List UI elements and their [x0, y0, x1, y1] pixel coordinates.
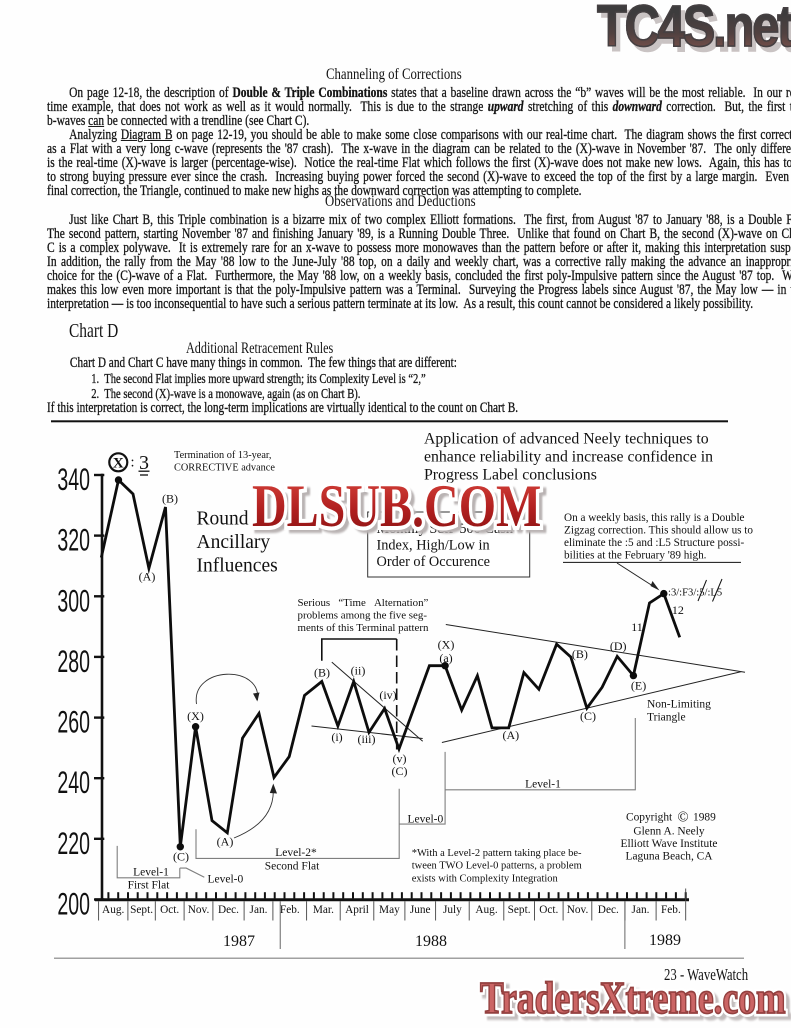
svg-text:Jan.: Jan. [250, 904, 268, 916]
svg-text:problems among the five seg-: problems among the five seg- [298, 610, 428, 622]
svg-text:1987: 1987 [223, 933, 255, 950]
svg-text:Aug.: Aug. [102, 904, 124, 916]
svg-text:(i): (i) [331, 730, 342, 744]
svg-text:bilities at the February '89 h: bilities at the February '89 high. [564, 550, 707, 562]
svg-text:July: July [443, 904, 462, 916]
svg-text:Mar.: Mar. [313, 904, 334, 916]
svg-text:Jan.: Jan. [632, 904, 650, 916]
svg-text:X: X [113, 455, 124, 471]
svg-text:June: June [410, 904, 431, 916]
svg-text:Copyright: Copyright [626, 812, 673, 824]
svg-text:1989: 1989 [649, 932, 681, 949]
svg-text:enhance reliability and increa: enhance reliability and increase confide… [424, 449, 713, 466]
svg-text:Ancillary: Ancillary [197, 532, 271, 553]
svg-text:(A): (A) [217, 835, 234, 849]
svg-text:(C): (C) [580, 709, 596, 723]
svg-text:11: 11 [631, 620, 643, 634]
svg-text:Dec.: Dec. [598, 904, 619, 916]
svg-text:*With a Level-2 pattern taking: *With a Level-2 pattern taking place be- [412, 848, 582, 859]
svg-text:CORRECTIVE advance: CORRECTIVE advance [174, 463, 275, 474]
svg-text:(B): (B) [162, 492, 178, 506]
svg-text:(X): (X) [438, 637, 455, 651]
svg-text:Round: Round [197, 509, 249, 530]
svg-text:240: 240 [57, 764, 90, 800]
svg-text:Level-0: Level-0 [408, 814, 444, 826]
svg-text:Level-0: Level-0 [208, 874, 244, 886]
svg-text:Termination of 13-year,: Termination of 13-year, [174, 450, 272, 461]
svg-text:Level-1: Level-1 [133, 867, 169, 879]
svg-text:(D): (D) [610, 639, 627, 653]
svg-text:Influences: Influences [197, 556, 278, 577]
svg-text:Oct.: Oct. [160, 904, 179, 916]
svg-text:220: 220 [57, 825, 90, 861]
svg-text:Aug.: Aug. [475, 904, 497, 916]
svg-text:Level-1: Level-1 [525, 779, 561, 791]
svg-text:Laguna Beach, CA: Laguna Beach, CA [626, 851, 714, 863]
svg-text:280: 280 [57, 643, 90, 679]
svg-text:(B): (B) [572, 647, 588, 661]
svg-text:tween TWO Level-0 patterns, a: tween TWO Level-0 patterns, a problem [412, 861, 582, 872]
svg-text:Monthly S&P 500 Cash: Monthly S&P 500 Cash [377, 521, 514, 537]
svg-text:(a): (a) [439, 651, 452, 665]
svg-text:Serious “Time Alternation”: Serious “Time Alternation” [298, 597, 429, 609]
svg-text:On a weekly basis, this rally: On a weekly basis, this rally is a Doubl… [564, 512, 745, 524]
svg-text:Application of advanced Neely: Application of advanced Neely techniques… [424, 431, 709, 448]
svg-text::3/:F3/:5/:L5: :3/:F3/:5/:L5 [668, 588, 722, 599]
svg-text:260: 260 [57, 704, 90, 740]
svg-text:Non-Limiting: Non-Limiting [647, 699, 711, 711]
svg-text:(X): (X) [187, 709, 204, 723]
svg-text:©: © [677, 810, 688, 826]
svg-text:(iii): (iii) [358, 732, 376, 746]
svg-text:ments of this Terminal pattern: ments of this Terminal pattern [298, 622, 429, 634]
svg-text:Feb.: Feb. [661, 904, 681, 916]
svg-text:(E): (E) [631, 678, 646, 692]
svg-text:(v): (v) [393, 751, 407, 765]
svg-text:1988: 1988 [415, 933, 447, 950]
svg-text:Glenn A. Neely: Glenn A. Neely [633, 826, 704, 838]
svg-text:Order of Occurence: Order of Occurence [377, 554, 491, 570]
svg-text:Triangle: Triangle [647, 712, 686, 724]
svg-text:(iv): (iv) [379, 688, 396, 702]
svg-text:Elliott Wave Institute: Elliott Wave Institute [621, 838, 718, 850]
svg-text:eliminate the :5 and :L5 Struc: eliminate the :5 and :L5 Structure possi… [564, 537, 744, 549]
svg-text:1989: 1989 [693, 812, 716, 824]
svg-text:(A): (A) [139, 570, 156, 584]
svg-text:(ii): (ii) [351, 664, 366, 678]
svg-text:April: April [345, 904, 369, 916]
svg-text:3: 3 [139, 452, 149, 474]
svg-text:Dec.: Dec. [218, 904, 239, 916]
svg-text:Feb.: Feb. [280, 904, 300, 916]
svg-text:Progress Label conclusions: Progress Label conclusions [424, 467, 597, 484]
svg-text:(B): (B) [314, 666, 330, 680]
svg-text:340: 340 [57, 461, 90, 497]
svg-text:Nov.: Nov. [188, 904, 210, 916]
svg-text:Index, High/Low in: Index, High/Low in [377, 538, 490, 554]
svg-text:Oct.: Oct. [539, 904, 558, 916]
svg-text::: : [131, 455, 135, 471]
svg-text:(C): (C) [392, 764, 408, 778]
svg-text:(C): (C) [173, 850, 189, 864]
svg-text:Sept.: Sept. [508, 904, 531, 916]
svg-text:Level-2*: Level-2* [275, 847, 317, 859]
svg-text:Zigzag correction. This should: Zigzag correction. This should allow us … [564, 525, 753, 537]
svg-text:First Flat: First Flat [128, 880, 171, 892]
svg-text:Nov.: Nov. [567, 904, 589, 916]
svg-text:12: 12 [672, 603, 684, 617]
svg-text:200: 200 [57, 886, 90, 922]
svg-text:(A): (A) [502, 728, 519, 742]
svg-text:300: 300 [57, 582, 90, 618]
svg-text:320: 320 [57, 522, 90, 558]
svg-text:Second Flat: Second Flat [265, 861, 320, 873]
svg-text:Sept.: Sept. [130, 904, 153, 916]
svg-text:May: May [379, 904, 400, 916]
svg-text:exists with Complexity Integra: exists with Complexity Integration [412, 873, 559, 884]
